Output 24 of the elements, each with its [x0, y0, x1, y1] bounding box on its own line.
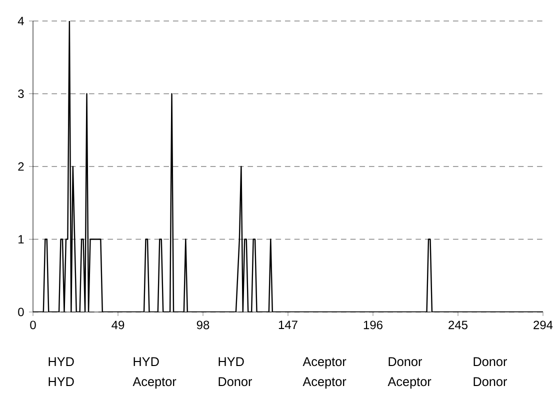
text: Aceptor — [132, 377, 176, 389]
y-tick-label: 1 — [18, 235, 24, 244]
text: Aceptor — [302, 357, 346, 369]
x-tick-label: 196 — [364, 320, 382, 330]
text: HYD — [134, 357, 159, 366]
x-tick-label: 294 — [534, 320, 553, 330]
y-tick-label: 4 — [18, 16, 24, 26]
y-tick-label: 0 — [18, 308, 24, 316]
x-tick-label: 147 — [278, 320, 298, 329]
text: Donor — [474, 377, 507, 386]
y-tick-label: 3 — [18, 89, 24, 98]
text: HYD — [218, 357, 244, 366]
y-tick-label: 2 — [18, 162, 24, 171]
x-tick-label: 49 — [112, 320, 124, 330]
text: Donor — [388, 357, 422, 366]
text: Aceptor — [388, 377, 432, 389]
x-tick-label: 98 — [196, 320, 210, 330]
x-tick-label: 0 — [30, 320, 36, 330]
x-tick-label: 245 — [448, 320, 468, 330]
text: HYD — [48, 377, 74, 386]
text: Aceptor — [302, 377, 346, 389]
text: Donor — [474, 357, 507, 366]
text: HYD — [48, 357, 74, 366]
text: Donor — [218, 377, 252, 386]
